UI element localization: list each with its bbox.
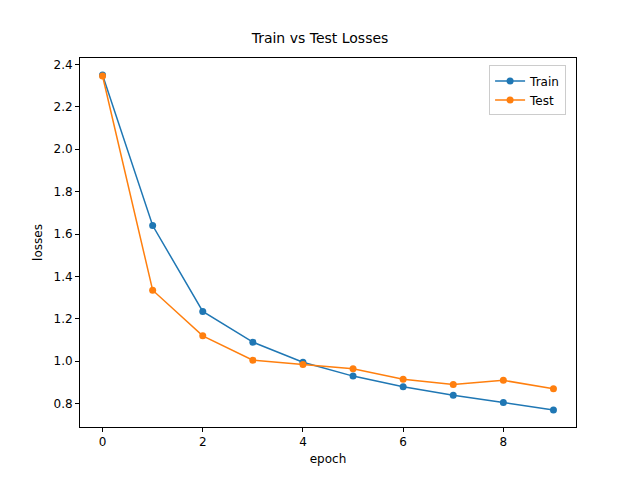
svg-text:Train: Train [529, 75, 559, 89]
svg-text:Train vs Test Losses: Train vs Test Losses [251, 30, 389, 46]
svg-text:2.2: 2.2 [54, 100, 73, 114]
svg-text:2: 2 [199, 435, 207, 449]
svg-text:4: 4 [299, 435, 307, 449]
svg-text:1.6: 1.6 [54, 227, 73, 241]
svg-text:2.0: 2.0 [54, 142, 73, 156]
svg-text:1.4: 1.4 [54, 270, 73, 284]
svg-text:1.8: 1.8 [54, 185, 73, 199]
svg-text:epoch: epoch [310, 452, 347, 466]
svg-text:2.4: 2.4 [54, 58, 73, 72]
svg-text:6: 6 [399, 435, 407, 449]
svg-text:losses: losses [31, 224, 45, 261]
svg-text:0: 0 [99, 435, 107, 449]
svg-text:8: 8 [500, 435, 508, 449]
svg-text:0.8: 0.8 [54, 397, 73, 411]
svg-text:Test: Test [529, 94, 554, 108]
svg-text:1.0: 1.0 [54, 354, 73, 368]
svg-text:1.2: 1.2 [54, 312, 73, 326]
